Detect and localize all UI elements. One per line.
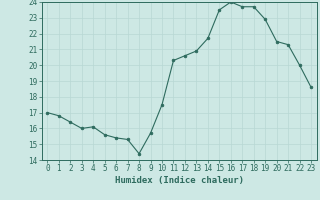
X-axis label: Humidex (Indice chaleur): Humidex (Indice chaleur) — [115, 176, 244, 185]
